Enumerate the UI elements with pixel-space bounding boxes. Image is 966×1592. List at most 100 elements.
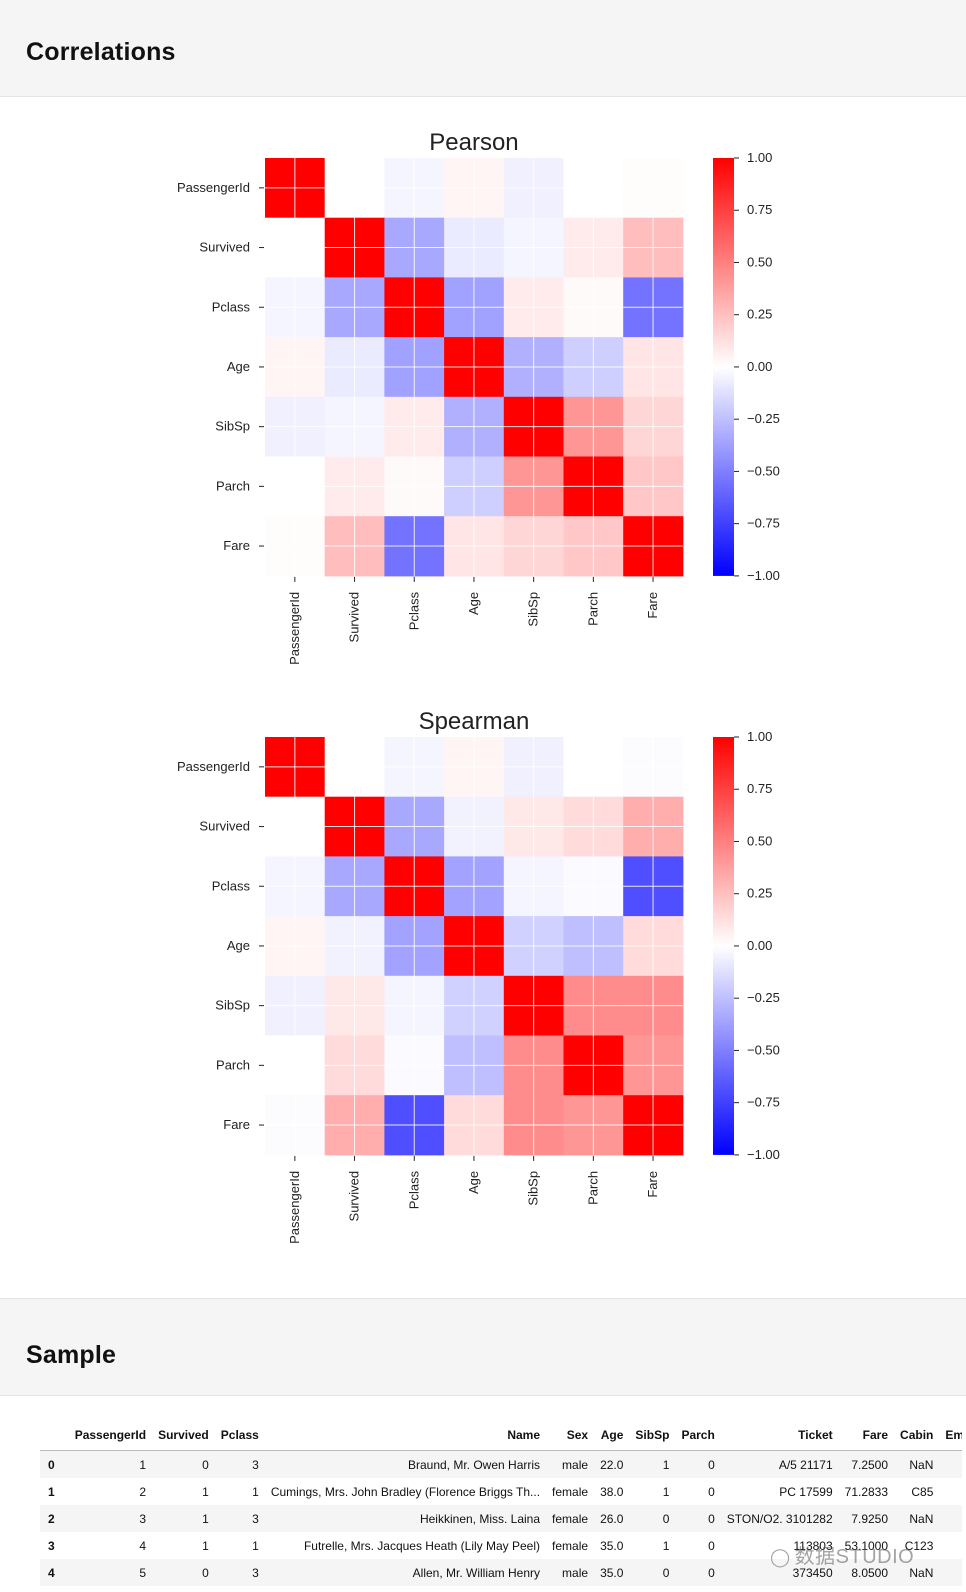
colorbar-tick-label: 0.00 <box>747 938 772 953</box>
cell-index: 1 <box>48 1484 55 1499</box>
sample-table: PassengerId Survived Pclass Name Sex Age SibSp… <box>40 1420 962 1586</box>
cell-fare: 7.2500 <box>838 1450 895 1478</box>
cell-parch: 0 <box>708 1538 715 1553</box>
colorbar-tick-label: 0.75 <box>747 781 772 796</box>
colorbar-tick-label: −0.75 <box>747 516 780 531</box>
cell-survived: 1 <box>152 1505 215 1532</box>
sample-table-body: 0 1 0 3 Braund, Mr. Owen Harris male 22.0 1 0 A/5… <box>40 1450 962 1586</box>
table-row: 1 2 1 1 Cumings, Mrs. John Bradley (Florence… <box>40 1478 962 1505</box>
cell-passengerid: 5 <box>68 1559 153 1586</box>
cell-emb <box>939 1559 962 1586</box>
y-tick-label-sibsp: SibSp <box>215 998 250 1013</box>
y-tick-label-parch: Parch <box>216 478 250 493</box>
x-tick-label-parch: Parch <box>585 592 600 626</box>
cell-sex: female <box>546 1505 595 1532</box>
colorbar-tick-label: 0.50 <box>747 254 772 269</box>
cell-fare: 71.2833 <box>844 1484 889 1499</box>
x-tick-label-parch: Parch <box>585 1171 600 1205</box>
cell-index: 4 <box>40 1559 69 1586</box>
cell-survived: 1 <box>202 1484 209 1499</box>
colorbar-tick-label: 0.50 <box>747 833 772 848</box>
cell-name: Cumings, Mrs. John Bradley (Florence Bri… <box>270 1484 541 1499</box>
column-header-age: Age <box>594 1420 630 1451</box>
cell-passengerid: 2 <box>139 1484 147 1499</box>
cell-index: 3 <box>48 1538 55 1553</box>
cell-sex: male <box>546 1559 595 1586</box>
cell-fare: 7.9250 <box>838 1505 895 1532</box>
colorbar-tick-label: −1.00 <box>747 1147 780 1162</box>
x-tick-label-pclass: Pclass <box>406 591 421 630</box>
colorbar-tick-label: −0.50 <box>747 1042 780 1057</box>
cell-parch: 0 <box>675 1559 721 1586</box>
y-tick-label-sibsp: SibSp <box>215 419 250 434</box>
y-tick-label-pclass: Pclass <box>212 299 251 314</box>
cell-age: 38.0 <box>600 1484 624 1499</box>
cell-pclass: 3 <box>214 1450 265 1478</box>
cell-parch: 0 <box>708 1484 715 1499</box>
column-header-passengerid: PassengerId <box>68 1420 153 1451</box>
x-tick-label-age: Age <box>466 1171 481 1194</box>
cell-name: Braund, Mr. Owen Harris <box>264 1450 547 1478</box>
column-header-emb: Emb <box>939 1420 962 1451</box>
cell-ticket: STON/O2. 3101282 <box>720 1505 839 1532</box>
watermark: ◯ 数据STUDIO <box>770 1540 914 1569</box>
wechat-icon: ◯ <box>770 1547 791 1567</box>
column-header-survived: Survived <box>152 1420 215 1451</box>
cell-name: Futrelle, Mrs. Jacques Heath (Lily May P… <box>303 1538 541 1553</box>
x-tick-label-fare: Fare <box>645 592 660 619</box>
sample-section-header: Sample <box>0 1298 966 1396</box>
cell-pclass: 3 <box>214 1559 265 1586</box>
x-tick-label-survived: Survived <box>347 592 362 643</box>
cell-cabin: C85 <box>911 1484 934 1499</box>
spearman-heatmap: Spearman PassengerId Survived Pclass Age SibS… <box>177 708 780 1244</box>
cell-parch: 0 <box>675 1505 721 1532</box>
y-tick-label-fare: Fare <box>223 1117 250 1132</box>
cell-index: 0 <box>40 1450 69 1478</box>
cell-ticket: 373450 <box>720 1559 839 1586</box>
cell-pclass: 1 <box>252 1484 259 1499</box>
cell-emb <box>939 1505 962 1532</box>
x-tick-label-passengerid: PassengerId <box>287 592 302 665</box>
cell-sex: female <box>552 1538 589 1553</box>
x-tick-label-sibsp: SibSp <box>526 592 541 627</box>
table-row: 2 3 1 3 Heikkinen, Miss. Laina female 26.0 0 0 ST… <box>40 1505 962 1532</box>
cell-emb <box>939 1532 962 1559</box>
cell-survived: 0 <box>152 1450 215 1478</box>
colorbar-tick-label: −0.25 <box>747 411 780 426</box>
correlations-title: Correlations <box>26 38 176 66</box>
column-header-cabin: Cabin <box>894 1420 940 1451</box>
cell-age: 22.0 <box>594 1450 630 1478</box>
colorbar-tick-label: −0.75 <box>747 1095 780 1110</box>
y-tick-label-parch: Parch <box>216 1057 250 1072</box>
y-tick-label-passengerid: PassengerId <box>177 759 250 774</box>
cell-fare: 53.1000 <box>844 1538 889 1553</box>
spearman-title: Spearman <box>419 708 530 735</box>
cell-sibsp: 0 <box>629 1505 676 1532</box>
colorbar-tick-label: 1.00 <box>747 729 772 744</box>
cell-sex: female <box>552 1484 589 1499</box>
cell-cabin: NaN <box>894 1505 940 1532</box>
sample-title: Sample <box>26 1341 117 1369</box>
cell-ticket: A/5 21171 <box>720 1450 839 1478</box>
column-header-fare: Fare <box>838 1420 895 1451</box>
y-tick-label-fare: Fare <box>223 538 250 553</box>
colorbar-tick-label: 1.00 <box>747 150 772 165</box>
y-tick-label-age: Age <box>227 359 250 374</box>
column-header-index <box>40 1420 69 1451</box>
cell-age: 26.0 <box>594 1505 630 1532</box>
sample-table-container[interactable]: PassengerId Survived Pclass Name Sex Age SibSp… <box>40 1420 962 1592</box>
colorbar-tick-label: 0.25 <box>747 307 772 322</box>
column-header-parch: Parch <box>675 1420 721 1451</box>
cell-cabin: NaN <box>894 1559 940 1586</box>
cell-ticket: 113803 <box>793 1538 833 1553</box>
column-header-sibsp: SibSp <box>629 1420 676 1451</box>
cell-sibsp: 1 <box>662 1484 670 1499</box>
cell-passengerid: 3 <box>68 1505 153 1532</box>
cell-name: Allen, Mr. William Henry <box>264 1559 547 1586</box>
x-tick-label-fare: Fare <box>645 1171 660 1198</box>
cell-survived: 0 <box>152 1559 215 1586</box>
cell-cabin: C123 <box>904 1538 934 1553</box>
correlations-section-header: Correlations <box>0 0 966 97</box>
y-tick-label-survived: Survived <box>199 240 250 255</box>
column-header-name: Name <box>264 1420 547 1451</box>
